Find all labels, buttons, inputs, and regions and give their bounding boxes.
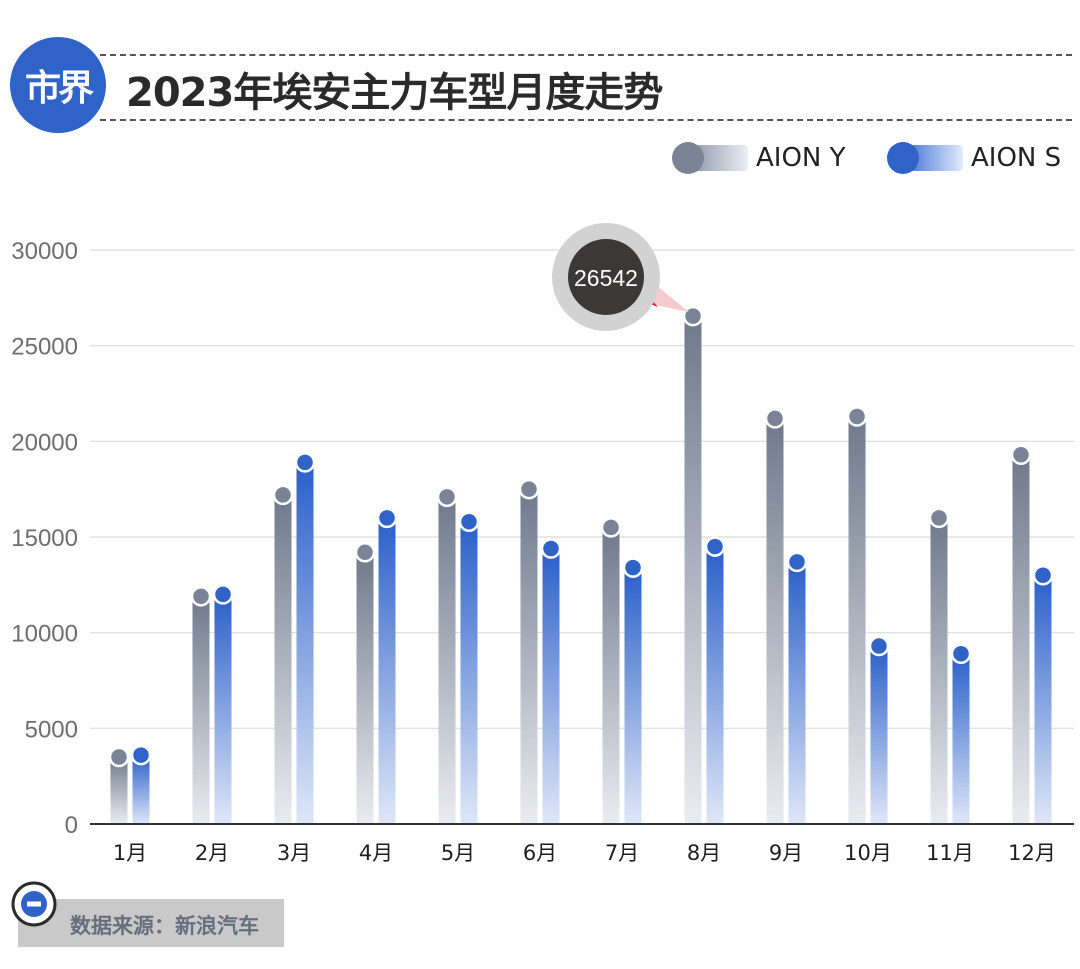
bar-aion-s-4-cap [376, 507, 398, 529]
x-tick-label: 5月 [441, 841, 475, 865]
bar-aion-s-5 [460, 521, 478, 824]
bar-aion-y-3 [274, 494, 292, 824]
chart-title: 2023年埃安主力车型月度走势 [126, 70, 663, 116]
callout-value: 26542 [574, 265, 638, 291]
bar-aion-s-5-cap [458, 511, 480, 532]
bar-aion-y-12 [1012, 454, 1030, 824]
bar-aion-s-1 [132, 755, 150, 824]
y-tick-label: 15000 [11, 525, 78, 552]
y-tick-label: 30000 [11, 238, 78, 265]
legend-swatch-aion-y [672, 140, 748, 176]
bar-aion-y-11 [930, 517, 948, 824]
bar-aion-y-5-cap [436, 486, 458, 508]
bar-aion-s-6-cap [540, 538, 562, 559]
y-tick-label: 0 [65, 812, 78, 839]
bar-aion-y-2-cap [190, 586, 212, 607]
x-tick-label: 12月 [1008, 841, 1056, 865]
callout-bubble [568, 239, 644, 315]
x-tick-label: 6月 [523, 841, 557, 865]
minus-circle-icon [11, 881, 57, 927]
bar-aion-y-8-cap [682, 305, 704, 327]
bar-aion-s-11 [952, 653, 970, 824]
x-tick-label: 11月 [926, 841, 974, 865]
bar-aion-y-9-cap [764, 408, 786, 429]
bar-aion-y-2 [192, 596, 210, 824]
bar-aion-s-2-cap [212, 584, 234, 605]
x-tick-label: 10月 [844, 841, 892, 865]
bar-aion-s-11-cap [950, 643, 972, 664]
bar-aion-s-7 [624, 567, 642, 824]
bar-aion-y-12-cap [1010, 444, 1032, 465]
legend-item-aion-s: AION S [887, 140, 1061, 176]
bar-aion-y-9 [766, 418, 784, 824]
bar-aion-y-10 [848, 416, 866, 824]
bar-aion-y-4 [356, 552, 374, 824]
bar-aion-y-4-cap [354, 542, 376, 563]
bar-aion-s-10-cap [868, 635, 890, 657]
bar-aion-s-12-cap [1032, 565, 1054, 586]
bar-aion-s-9 [788, 561, 806, 824]
x-tick-label: 1月 [113, 841, 147, 865]
bar-aion-y-6 [520, 489, 538, 824]
bar-aion-y-1 [110, 757, 128, 824]
bar-aion-s-8-cap [704, 536, 726, 557]
x-tick-label: 4月 [359, 841, 393, 865]
legend-label-aion-y: AION Y [756, 143, 846, 173]
bar-chart: 0 5000 10000 15000 20000 25000 30000 1月 2月 3月 4月 5月… [11, 223, 1074, 865]
source-badge [18, 899, 284, 947]
legend-item-aion-y: AION Y [672, 140, 846, 176]
bar-aion-s-6 [542, 548, 560, 824]
bar-aion-s-3-cap [294, 452, 316, 473]
y-tick-label: 20000 [11, 429, 78, 456]
bar-aion-s-4 [378, 517, 396, 824]
x-tick-label: 8月 [687, 841, 721, 865]
bar-aion-s-1-cap [130, 744, 152, 766]
bar-aion-s-3 [296, 462, 314, 824]
title-divider-bottom [100, 119, 1072, 121]
y-tick-label: 25000 [11, 334, 78, 361]
legend-label-aion-s: AION S [971, 143, 1062, 173]
x-tick-label: 9月 [769, 841, 803, 865]
bar-aion-s-12 [1034, 575, 1052, 824]
x-tick-label: 2月 [195, 841, 229, 865]
bar-aion-y-8 [684, 316, 702, 824]
bar-aion-y-7-cap [600, 517, 622, 538]
y-tick-label: 5000 [25, 716, 78, 743]
bar-aion-s-7-cap [622, 557, 644, 578]
x-tick-label: 7月 [605, 841, 639, 865]
bar-aion-y-5 [438, 496, 456, 824]
bar-aion-y-7 [602, 527, 620, 824]
title-divider-top [100, 54, 1072, 56]
bar-aion-s-8 [706, 546, 724, 824]
y-tick-label: 10000 [11, 621, 78, 648]
bar-aion-y-6-cap [518, 478, 540, 500]
legend-swatch-aion-s [887, 140, 963, 176]
bar-aion-y-10-cap [846, 406, 868, 427]
bar-aion-y-1-cap [108, 746, 130, 768]
bar-aion-y-11-cap [928, 507, 950, 529]
data-source: 数据来源：新浪汽车 [70, 914, 259, 938]
brand-logo: 市界 [10, 37, 106, 133]
bar-aion-s-9-cap [786, 551, 808, 573]
x-tick-label: 3月 [277, 841, 311, 865]
bar-aion-y-3-cap [272, 484, 294, 506]
bar-aion-s-2 [214, 594, 232, 824]
bar-aion-s-10 [870, 646, 888, 824]
